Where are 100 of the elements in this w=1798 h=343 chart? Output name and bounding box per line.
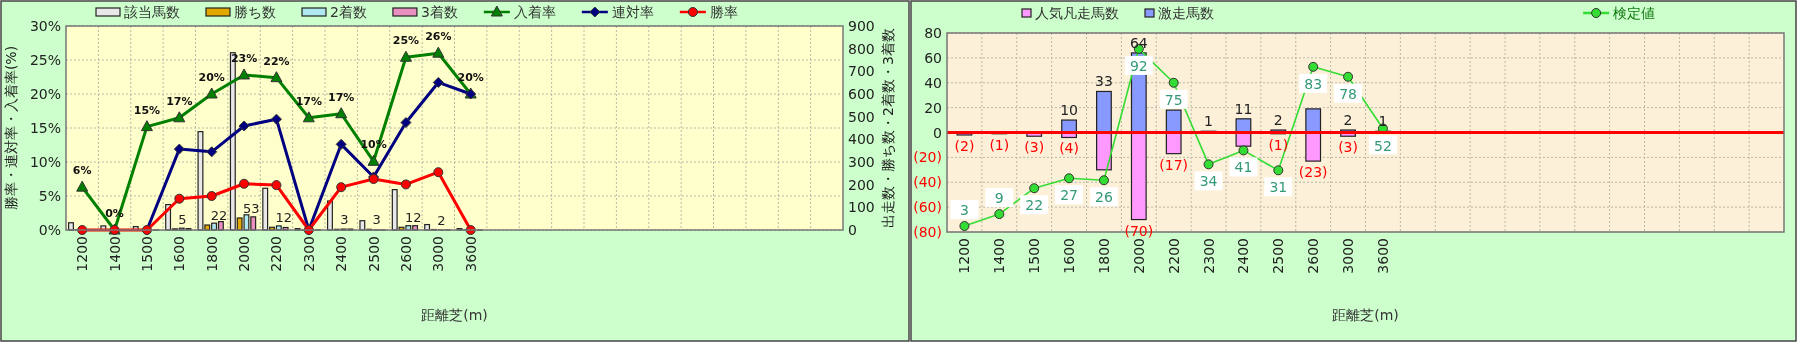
data-label: 78 [1339, 85, 1357, 102]
y2-tick-label: 700 [848, 63, 875, 80]
y2-tick-label: 0 [848, 222, 857, 238]
x-tick-label: 2400 [333, 236, 350, 272]
data-label: 64 [1129, 34, 1148, 51]
y-tick-label: 60 [924, 49, 942, 66]
legend-label: 2着数 [330, 4, 367, 20]
y-tick-label: 30% [29, 18, 61, 34]
y-tick-label: 5% [38, 188, 61, 204]
y-tick-label: (80) [913, 224, 942, 240]
data-label: 53 [243, 200, 260, 216]
x-axis-title: 距離芝(m) [421, 307, 488, 323]
data-label: 12 [275, 210, 292, 226]
x-tick-label: 2500 [1270, 238, 1287, 274]
data-label: 1 [1204, 113, 1214, 130]
y-tick-label: 80 [924, 25, 942, 41]
legend-label: 検定値 [1613, 5, 1656, 21]
data-label: 9 [994, 190, 1004, 207]
data-label: 26 [1095, 189, 1113, 206]
data-label: 2 [1343, 112, 1353, 129]
data-label: 22 [210, 208, 228, 224]
y2-tick-label: 300 [848, 154, 875, 170]
y-tick-label: 0% [38, 222, 61, 238]
y2-axis-title: 出走数・勝ち数・2着数・3着数 [880, 28, 896, 228]
x-tick-label: 2200 [268, 236, 285, 272]
y2-tick-label: 500 [848, 108, 875, 125]
x-tick-label: 2400 [1235, 238, 1252, 274]
y-tick-label: 10% [29, 154, 61, 170]
y2-tick-label: 900 [848, 18, 875, 34]
data-label: 31 [1269, 179, 1288, 196]
data-label: 52 [1374, 137, 1392, 154]
y-axis-title: 勝率・連対率・入着率(%) [3, 45, 19, 211]
x-tick-label: 3000 [1340, 238, 1357, 274]
data-label: 17% [295, 94, 322, 108]
data-label: (3) [1338, 139, 1358, 156]
data-label: 17% [328, 90, 355, 104]
data-label: 20% [198, 71, 225, 84]
data-label: 22 [1025, 197, 1044, 214]
y-tick-label: 40 [924, 74, 942, 91]
x-tick-label: 2500 [365, 236, 382, 272]
x-tick-label: 2300 [1200, 238, 1217, 274]
data-label: 92 [1129, 57, 1148, 74]
y2-tick-label: 100 [848, 199, 875, 216]
data-label: (70) [1124, 222, 1154, 239]
y-tick-label: 20 [924, 99, 942, 116]
data-label: 17% [166, 94, 193, 108]
data-label: 6% [72, 164, 92, 178]
data-label: 33 [1095, 73, 1113, 90]
legend-label: 入着率 [513, 4, 556, 20]
legend-label: 人気凡走馬数 [1035, 5, 1119, 21]
data-label: (23) [1298, 164, 1328, 181]
x-tick-label: 1500 [138, 236, 155, 272]
x-tick-label: 2000 [1130, 238, 1147, 274]
y-tick-label: 15% [29, 120, 61, 136]
legend-label: 激走馬数 [1158, 5, 1214, 21]
x-tick-label: 2200 [1165, 238, 1182, 274]
data-label: (4) [1059, 140, 1079, 157]
y2-tick-label: 200 [848, 176, 875, 193]
data-label: 15% [133, 103, 161, 117]
x-tick-label: 1800 [1095, 238, 1112, 274]
data-label: (1) [1268, 136, 1289, 153]
data-label: 3 [959, 202, 969, 219]
data-label: 26% [425, 30, 452, 44]
data-label: 2 [437, 212, 446, 228]
y2-tick-label: 800 [848, 40, 875, 57]
x-tick-label: 3600 [1374, 238, 1391, 274]
data-label: 27 [1060, 187, 1078, 204]
x-tick-label: 2600 [1305, 238, 1322, 274]
y-tick-label: (20) [913, 149, 942, 166]
y-tick-label: (40) [913, 174, 942, 191]
data-label: 83 [1304, 75, 1323, 92]
data-label: 20% [457, 71, 484, 84]
y-tick-label: 20% [29, 86, 61, 102]
x-tick-label: 2600 [397, 236, 414, 272]
data-label: 75 [1164, 91, 1183, 108]
data-label: 12 [404, 210, 422, 226]
data-label: (17) [1159, 156, 1189, 173]
x-tick-label: 3600 [462, 236, 479, 272]
x-tick-label: 1600 [171, 236, 188, 272]
x-tick-label: 3000 [430, 236, 447, 272]
legend-label: 連対率 [611, 4, 654, 20]
x-tick-label: 1800 [203, 236, 220, 272]
y-tick-label: (60) [913, 199, 942, 216]
y-tick-label: 0 [933, 124, 942, 141]
x-tick-label: 1600 [1061, 238, 1078, 274]
data-label: 10 [1060, 102, 1078, 119]
data-label: 41 [1234, 159, 1253, 176]
data-label: 25% [392, 34, 420, 48]
data-label: 34 [1199, 173, 1218, 190]
y-tick-label: 25% [29, 52, 61, 68]
legend-label: 該当馬数 [124, 4, 180, 20]
x-tick-label: 2000 [236, 236, 253, 272]
x-tick-label: 1400 [991, 238, 1008, 274]
data-label: 3 [340, 212, 349, 228]
data-label: (3) [1024, 139, 1045, 156]
data-label: 3 [372, 212, 381, 228]
legend-label: 勝率 [709, 4, 738, 20]
legend-label: 勝ち数 [234, 4, 276, 20]
x-tick-label: 1200 [74, 236, 91, 272]
data-label: 11 [1234, 100, 1253, 117]
